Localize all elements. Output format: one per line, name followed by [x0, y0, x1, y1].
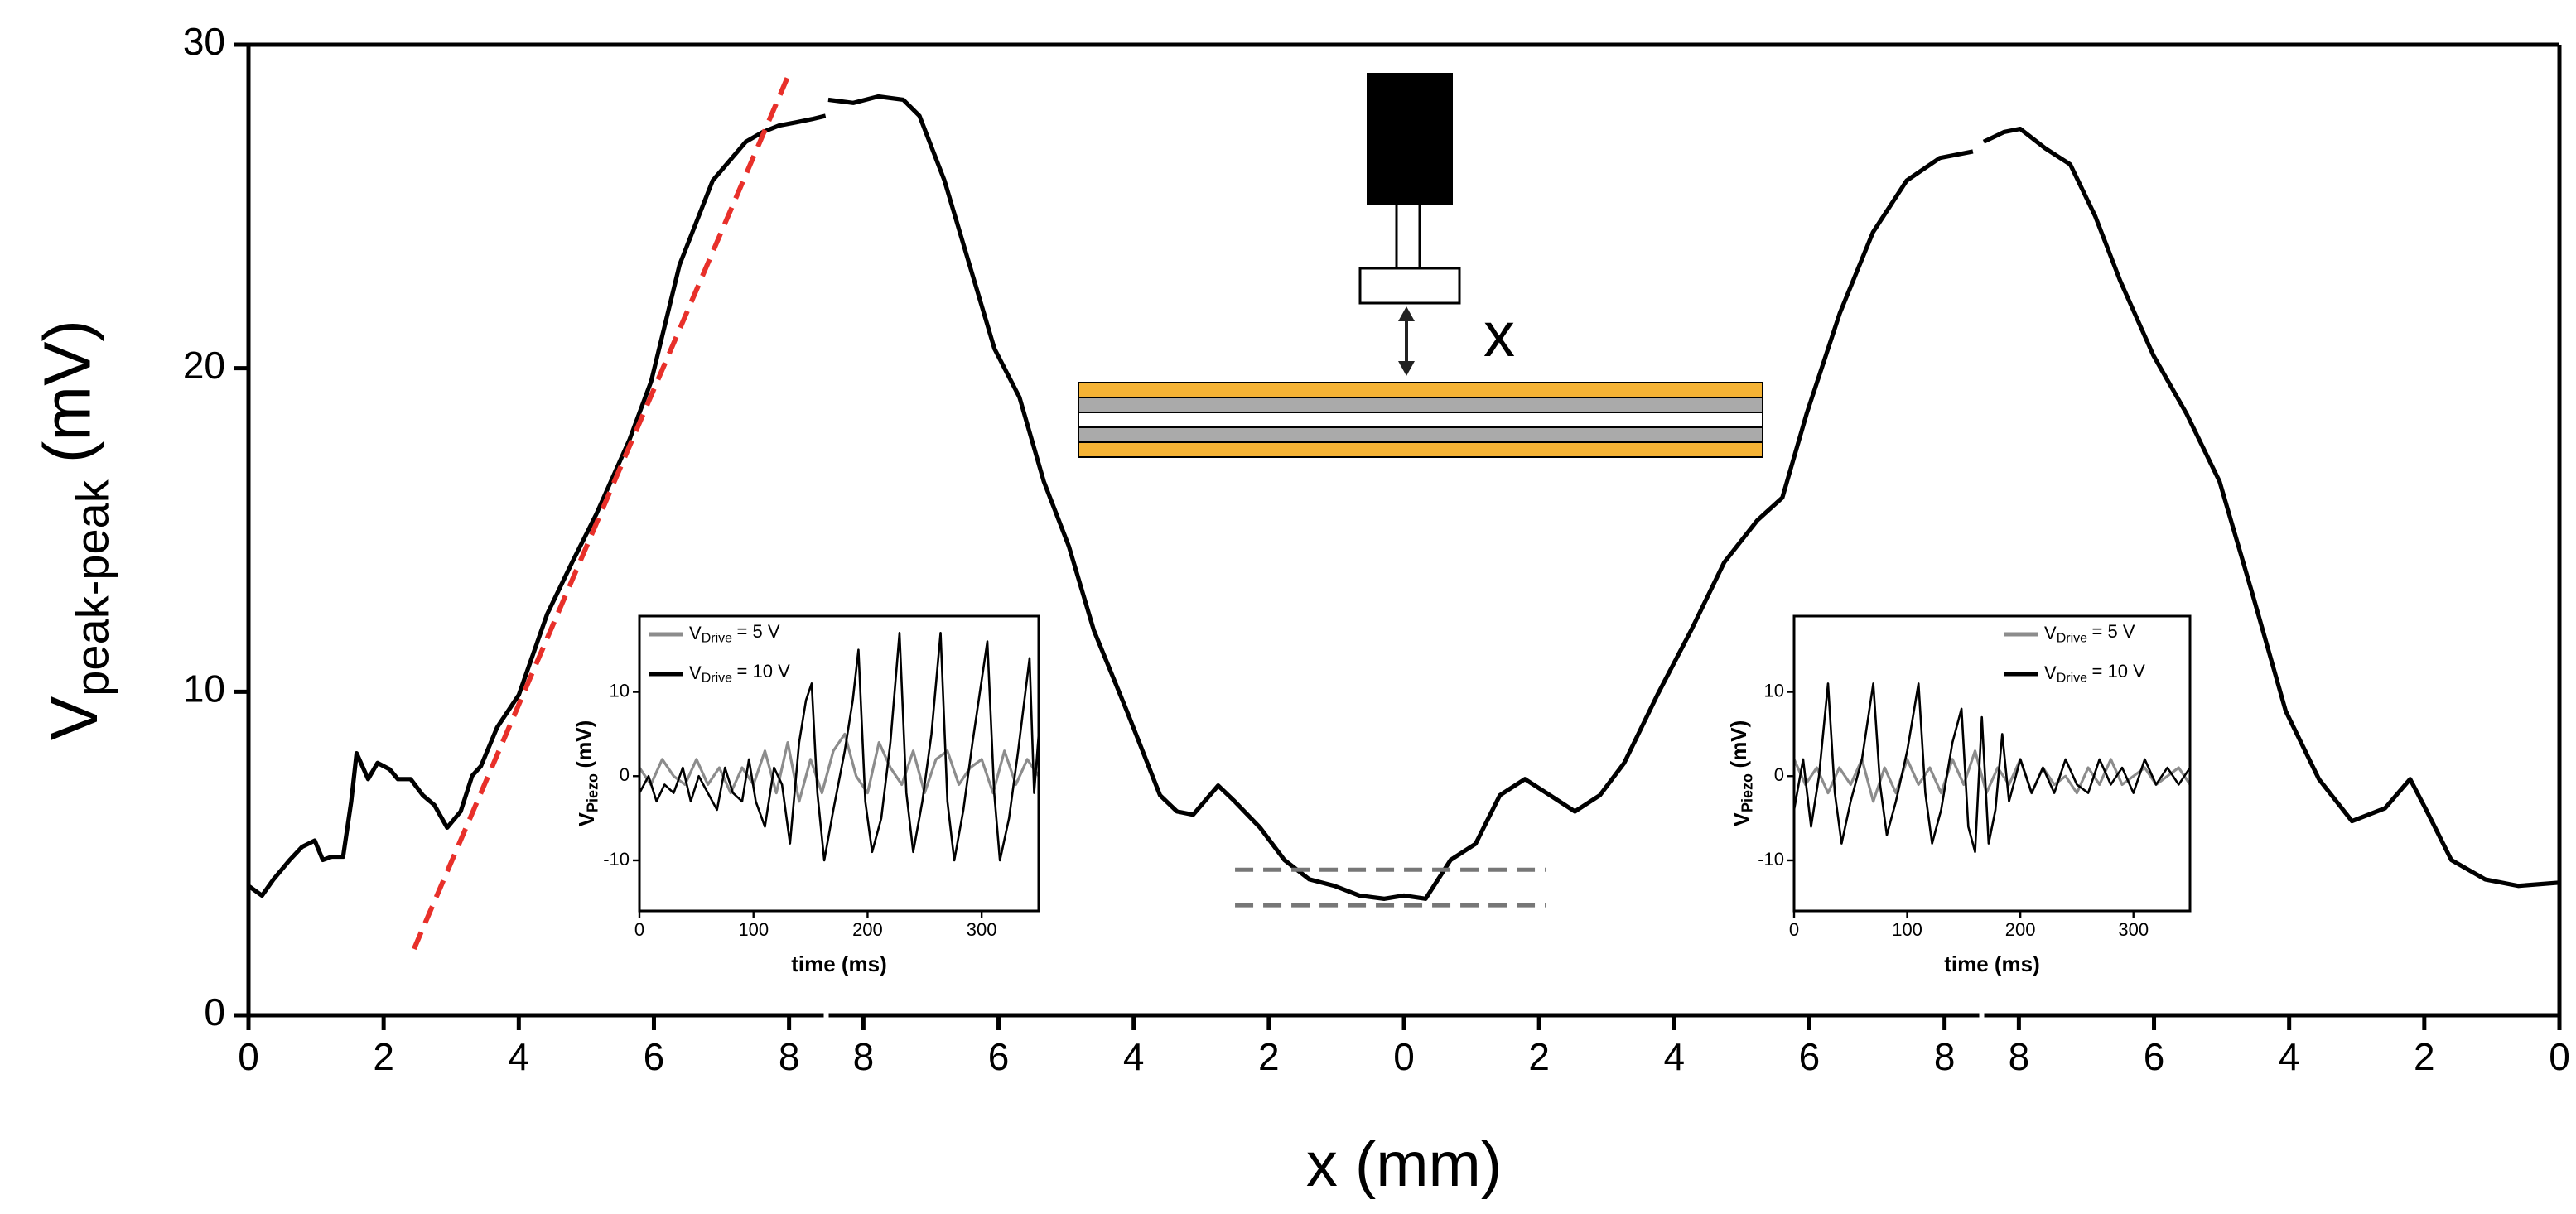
data-line — [827, 94, 1974, 901]
y-tick-label: 30 — [183, 20, 225, 63]
label-main: V — [689, 623, 702, 643]
x-tick-label: 6 — [644, 1035, 665, 1078]
x-tick-label: 2 — [2414, 1035, 2435, 1078]
x-tick-label: 100 — [738, 919, 769, 940]
probe-body — [1367, 73, 1453, 205]
x-tick-label: 8 — [779, 1035, 800, 1078]
inset-frame — [639, 616, 1039, 911]
label-sub: Drive — [702, 672, 732, 686]
data-line — [247, 113, 827, 898]
y-tick-label: -10 — [1758, 849, 1784, 870]
label-rest: (mV) — [572, 720, 596, 768]
label-main: V — [2044, 662, 2057, 683]
label-sub: Piezo — [584, 773, 601, 812]
y-tick-label: -10 — [603, 849, 630, 870]
x-tick-label: 6 — [2144, 1035, 2165, 1078]
x-tick-label: 0 — [1789, 919, 1799, 940]
x-tick-label: 4 — [1664, 1035, 1686, 1078]
label-sub: Drive — [2057, 632, 2087, 646]
diagram-label: x — [1483, 300, 1515, 370]
label-main: V — [689, 662, 702, 683]
inset-line — [638, 632, 1040, 862]
label-sub: Drive — [702, 632, 732, 646]
label-rest: (mV) — [1726, 720, 1751, 768]
x-tick-label: 4 — [1123, 1035, 1145, 1078]
arrow-head — [1398, 306, 1415, 376]
layer — [1078, 382, 1763, 398]
label-main: V — [574, 812, 599, 826]
x-axis-label: x (mm) — [1306, 1130, 1502, 1200]
label-main: V — [2044, 623, 2057, 643]
layer — [1078, 412, 1763, 428]
legend-label: VDrive = 5 V — [2044, 621, 2135, 646]
inset-y-label: VPiezo (mV) — [572, 720, 601, 827]
x-tick-label: 2 — [1258, 1035, 1280, 1078]
data-line — [1982, 126, 2560, 889]
x-tick-label: 8 — [1934, 1035, 1956, 1078]
inset-x-label: time (ms) — [791, 951, 887, 976]
x-tick-label: 4 — [509, 1035, 530, 1078]
legend-label: VDrive = 10 V — [689, 661, 790, 686]
x-tick-label: 100 — [1892, 919, 1922, 940]
inset-frame — [638, 614, 1040, 913]
label-rest: (mV) — [31, 320, 104, 463]
probe-tip — [1358, 267, 1461, 305]
x-tick-label: 0 — [1393, 1035, 1415, 1078]
label-sub: Piezo — [1739, 773, 1755, 812]
x-tick-label: 200 — [2005, 919, 2036, 940]
label-rest: = 10 V — [737, 661, 791, 682]
y-tick-label: 20 — [183, 344, 225, 387]
inset-line — [1792, 682, 2192, 854]
x-tick-label: 0 — [634, 919, 644, 940]
x-tick-label: 6 — [988, 1035, 1010, 1078]
layer — [1078, 397, 1763, 413]
label-sub: peak-peak — [65, 479, 118, 696]
y-tick-label: 0 — [204, 990, 225, 1033]
y-tick-label: 10 — [1764, 680, 1784, 701]
x-tick-label: 6 — [1799, 1035, 1821, 1078]
x-tick-label: 8 — [853, 1035, 875, 1078]
label-main: V — [37, 696, 111, 740]
x-tick-label: 0 — [2549, 1035, 2570, 1078]
x-tick-label: 0 — [238, 1035, 259, 1078]
x-tick-label: 200 — [852, 919, 883, 940]
x-tick-label: 300 — [2118, 919, 2149, 940]
x-tick-label: 2 — [1528, 1035, 1550, 1078]
y-tick-label: 10 — [610, 680, 630, 701]
label-rest: = 5 V — [737, 621, 780, 642]
fit-line — [412, 72, 792, 951]
label-sub: Drive — [2057, 672, 2087, 686]
diagram: x — [1078, 73, 1763, 458]
label-main: V — [1729, 812, 1754, 826]
x-tick-label: 2 — [373, 1035, 394, 1078]
y-tick-label: 0 — [620, 764, 630, 785]
y-tick-label: 0 — [1774, 764, 1784, 785]
legend-label: VDrive = 10 V — [2044, 661, 2145, 686]
x-tick-label: 300 — [967, 919, 997, 940]
x-tick-label: 8 — [2009, 1035, 2030, 1078]
label-rest: = 5 V — [2092, 621, 2135, 642]
inset-line — [638, 732, 1040, 803]
inset-frame — [1792, 614, 2192, 913]
inset-x-label: time (ms) — [1944, 951, 2040, 976]
x-tick-label: 4 — [2279, 1035, 2300, 1078]
layer — [1078, 441, 1763, 458]
y-axis-label: Vpeak-peak (mV) — [31, 320, 118, 740]
y-tick-label: 10 — [183, 667, 225, 710]
label-rest: = 10 V — [2092, 661, 2146, 682]
inset-y-label: VPiezo (mV) — [1726, 720, 1755, 827]
layer — [1078, 426, 1763, 443]
legend-label: VDrive = 5 V — [689, 621, 780, 646]
